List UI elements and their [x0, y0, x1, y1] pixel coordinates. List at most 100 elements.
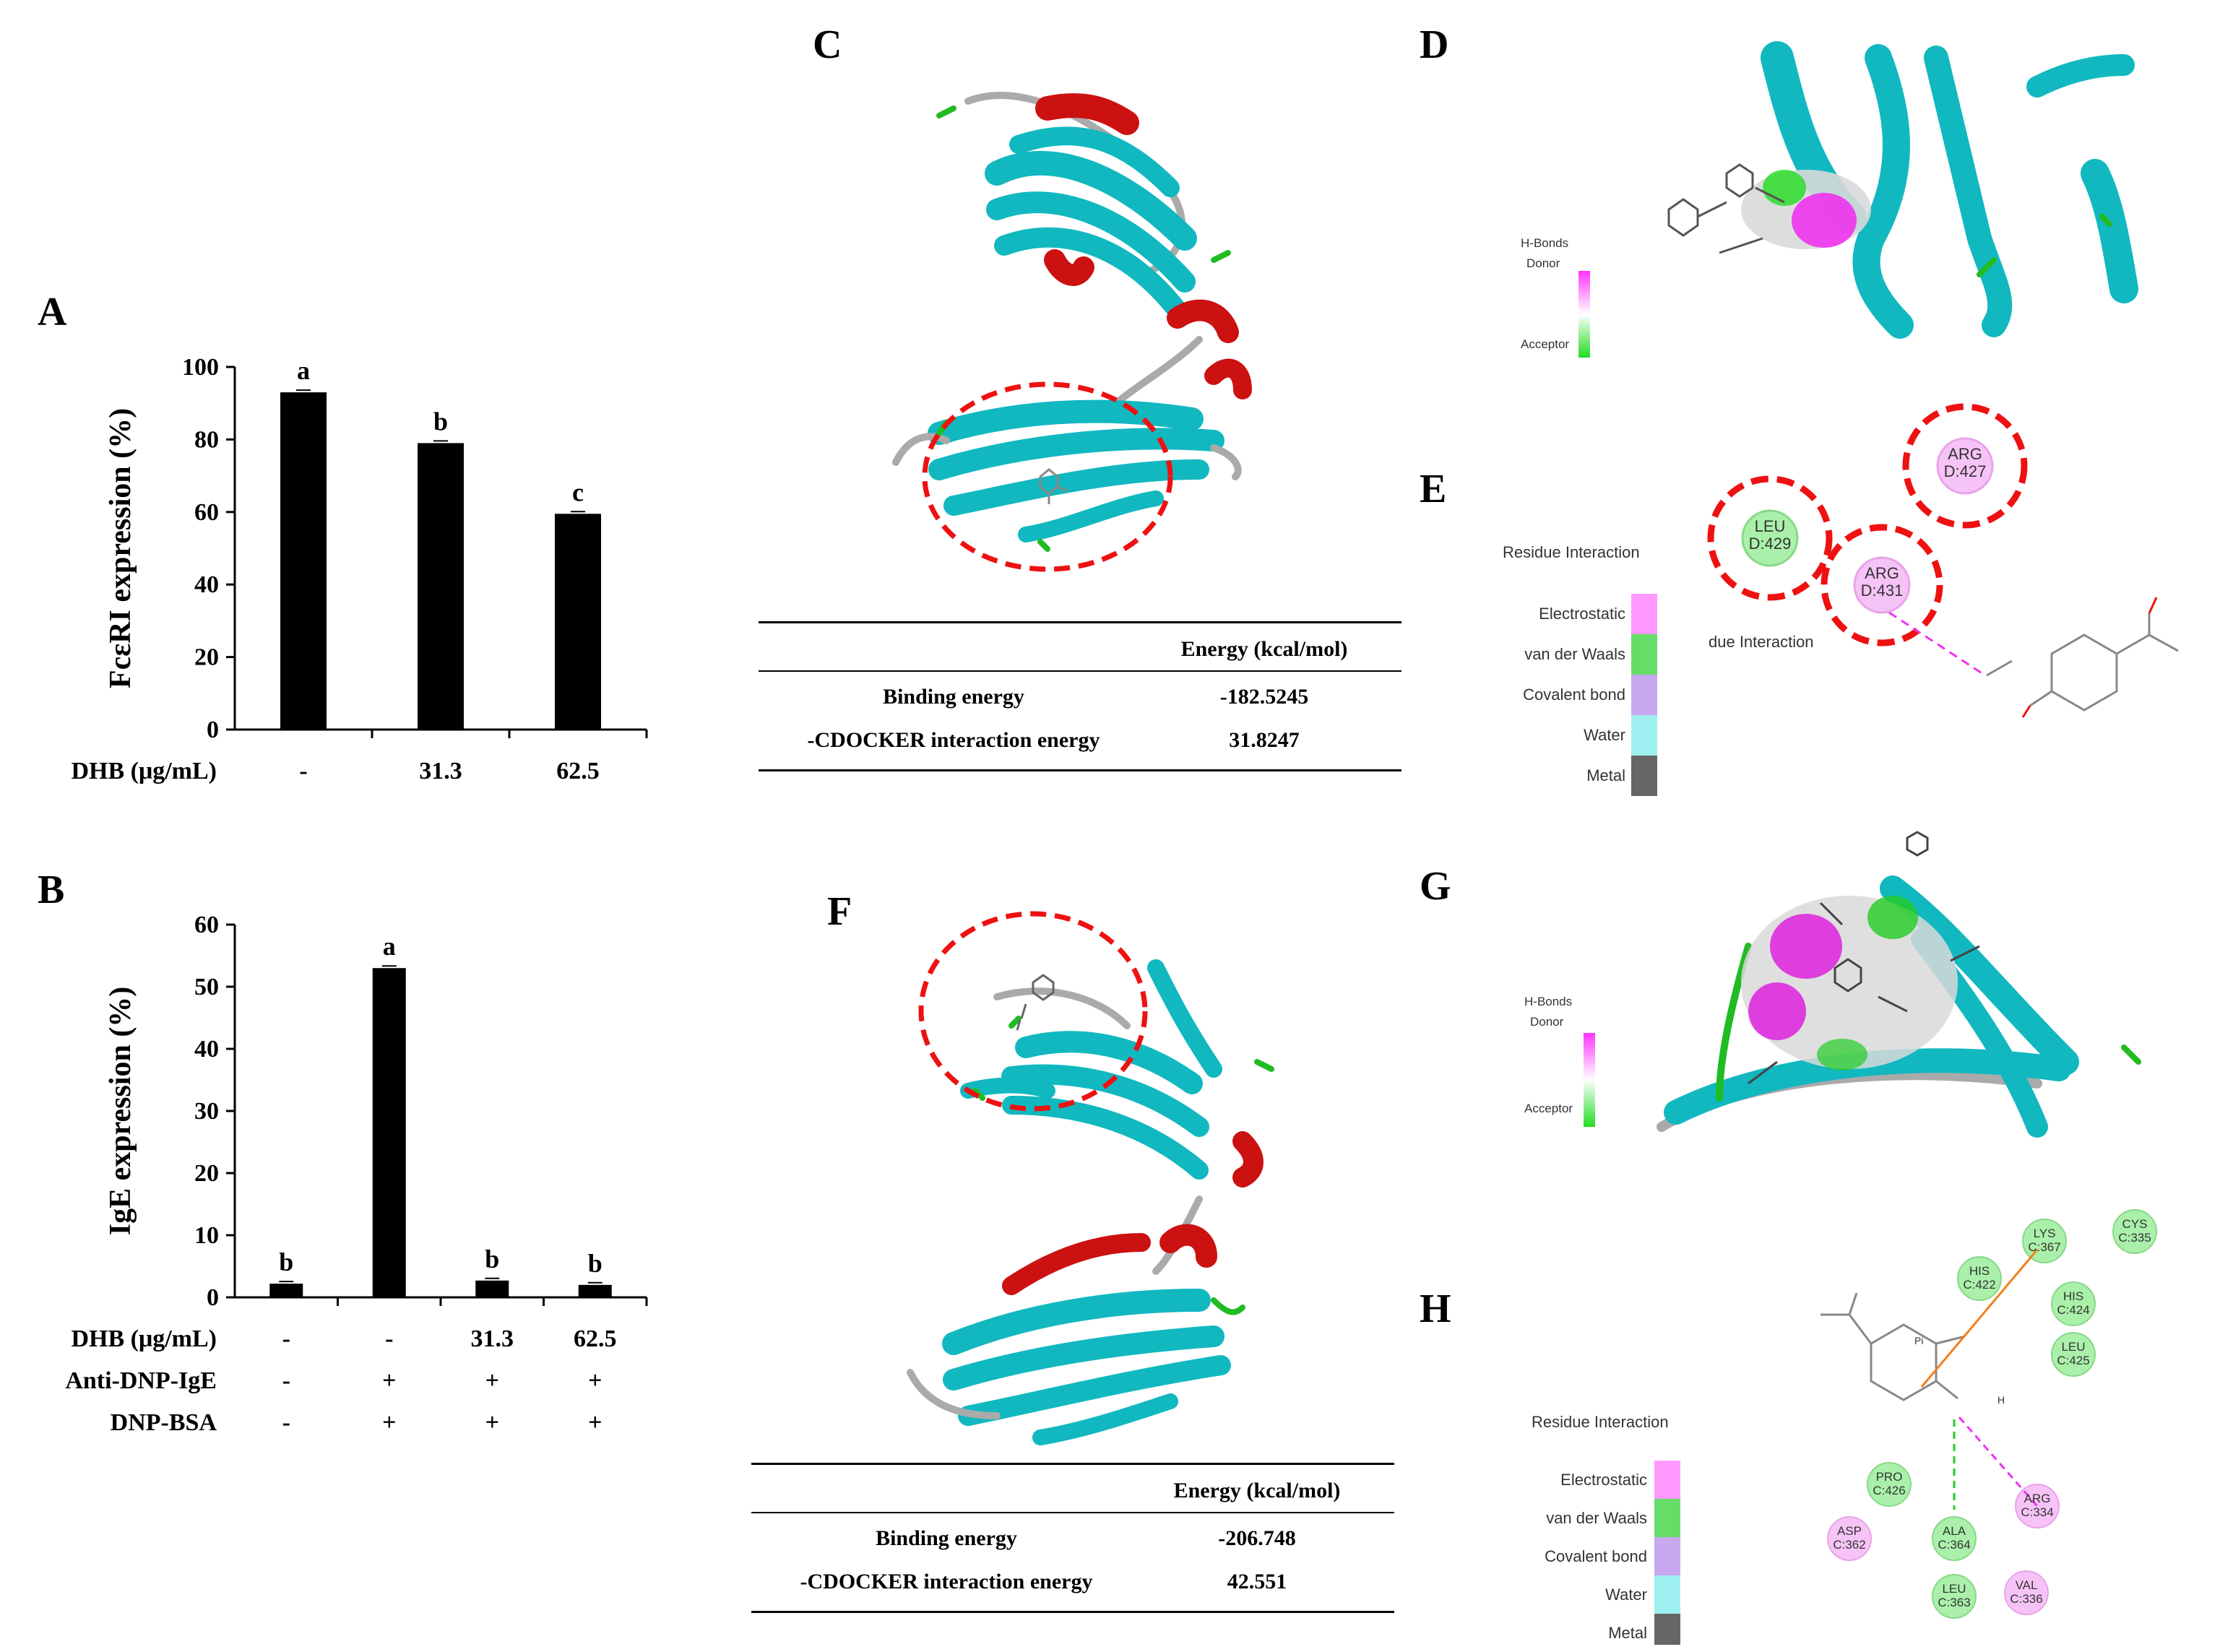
residue-id: C:334	[2021, 1505, 2054, 1519]
row-value: +	[382, 1367, 396, 1394]
panel-label-d: D	[1420, 22, 1449, 67]
hbond-legend-title: H-Bonds	[1524, 995, 1573, 1008]
residue-legend-bar-e	[1629, 592, 1658, 773]
legend-swatch	[1654, 1461, 1680, 1499]
table-row-value: 31.8247	[1229, 728, 1300, 752]
table-rule-top	[759, 621, 1401, 623]
legend-item-water: Water	[1605, 1586, 1647, 1604]
energy-table-f: Energy (kcal/mol) Binding energy -206.74…	[751, 1463, 1394, 1614]
residue-leu-d429: LEU D:429	[1741, 518, 1799, 553]
table-rule-bottom	[751, 1611, 1394, 1613]
residue-id: C:335	[2118, 1231, 2151, 1245]
table-rule-bottom	[759, 769, 1401, 771]
table-rule-mid	[759, 670, 1401, 672]
legend-item-covalent: Covalent bond	[1523, 686, 1625, 704]
table-row-label: -CDOCKER interaction energy	[807, 728, 1100, 752]
panel-label-g: G	[1420, 864, 1451, 909]
residue-name: ARG	[1948, 445, 1982, 463]
residue-legend-items-h: Electrostatic van der Waals Covalent bon…	[1524, 1461, 1647, 1652]
bar	[418, 443, 464, 730]
table-header-energy: Energy (kcal/mol)	[1180, 637, 1348, 661]
residue-legend-h: Residue Interaction	[1532, 1413, 1698, 1432]
binding-site-circle-c	[922, 381, 1173, 572]
chart-a-fceri-expression: 0 20 40 60 80 100 FcεRI expression (%) a b c DHB (…	[71, 354, 648, 784]
residue-label-his-c422: HIS C:422	[1951, 1264, 2008, 1292]
row-value: -	[282, 1367, 290, 1394]
bar	[280, 392, 327, 730]
residue-id: C:363	[1938, 1596, 1971, 1609]
legend-item-covalent: Covalent bond	[1545, 1547, 1647, 1565]
legend-swatch	[1631, 634, 1657, 675]
residue-name: LYS	[2033, 1227, 2056, 1240]
residue-e-overlay-text: due Interaction	[1709, 633, 1814, 651]
hbond-gradient-bar-g	[1584, 1033, 1595, 1127]
y-tick-label: 40	[194, 571, 219, 598]
chart-b-ige-expression: 0 10 20 30 40 50 60 IgE expression (%) b a b b DHB (…	[65, 912, 648, 1436]
row-label: DNP-BSA	[111, 1409, 217, 1436]
residue-legend-title: Residue Interaction	[1532, 1413, 1669, 1431]
legend-item-metal: Metal	[1586, 766, 1625, 784]
residue-id: D:431	[1860, 581, 1904, 600]
residue-id: C:425	[2057, 1354, 2090, 1367]
y-tick-label: 10	[194, 1222, 219, 1249]
bar	[578, 1284, 612, 1297]
hbond-legend-acceptor: Acceptor	[1521, 337, 1570, 351]
row-value: 31.3	[419, 758, 462, 784]
panel-label-h: H	[1420, 1286, 1451, 1331]
residue-label-pro-c426: PRO C:426	[1860, 1470, 1918, 1497]
hbond-legend-donor: Donor	[1526, 256, 1560, 270]
residue-legend-e: Residue Interaction	[1503, 543, 1669, 562]
table-row-label: Binding energy	[883, 685, 1024, 709]
residue-legend-swatches-e	[1631, 594, 1657, 796]
surface-view-d-bg	[1633, 51, 2124, 332]
hbond-line-e	[1888, 611, 1986, 677]
table-row-label: -CDOCKER interaction energy	[800, 1570, 1093, 1593]
legend-swatch	[1631, 756, 1657, 796]
significance-letter: b	[485, 1245, 499, 1273]
ligand-c	[1039, 468, 1068, 504]
residue-arg-d431: ARG D:431	[1853, 565, 1911, 600]
significance-letter: b	[588, 1249, 602, 1278]
residue-id: C:336	[2010, 1592, 2043, 1606]
residue-name: LEU	[1942, 1582, 1966, 1596]
residue-id: C:362	[1833, 1538, 1866, 1552]
residue-id: C:424	[2057, 1303, 2090, 1317]
hbond-legend-title: H-Bonds	[1521, 236, 1569, 250]
legend-swatch	[1654, 1537, 1680, 1575]
residue-label-leu-c363: LEU C:363	[1925, 1582, 1983, 1609]
residue-label-arg-c334: ARG C:334	[2008, 1492, 2066, 1519]
residue-name: LEU	[2061, 1340, 2086, 1354]
residue-name: ARG	[1865, 564, 1899, 582]
y-tick-label: 60	[194, 912, 219, 938]
atom-label-h: H	[1997, 1394, 2005, 1406]
y-tick-label: 0	[207, 717, 219, 743]
table-row-value: 42.551	[1227, 1570, 1287, 1593]
residue-name: PRO	[1875, 1470, 1903, 1484]
row-value: +	[588, 1367, 602, 1394]
row-value: -	[282, 1409, 290, 1436]
bar	[475, 1280, 509, 1297]
y-tick-label: 40	[194, 1036, 219, 1063]
table-row-value: -182.5245	[1219, 685, 1309, 709]
y-tick-label: 0	[207, 1284, 219, 1311]
ligand-2d-e	[1986, 613, 2179, 712]
residue-name: LEU	[1754, 517, 1786, 535]
significance-letter: c	[572, 477, 584, 506]
binding-site-circle-f	[918, 911, 1148, 1112]
protein-ribbon-f	[907, 959, 1274, 1445]
residue-name: ARG	[2023, 1492, 2051, 1505]
residue-name: HIS	[1969, 1264, 1990, 1278]
y-axis-label: FcεRI expression (%)	[104, 408, 137, 688]
residue-id: C:364	[1938, 1538, 1971, 1552]
panel-label-f: F	[827, 889, 852, 934]
row-value: +	[588, 1409, 602, 1436]
bar	[372, 968, 406, 1297]
legend-item-vdw: van der Waals	[1546, 1509, 1647, 1527]
residue-legend-swatches-h	[1654, 1461, 1680, 1645]
hbond-legend-g: H-Bonds Donor Acceptor	[1524, 995, 1573, 1116]
y-axis-label: IgE expression (%)	[104, 987, 137, 1236]
residue-label-leu-c425: LEU C:425	[2044, 1340, 2102, 1367]
residue-label-his-c424: HIS C:424	[2044, 1289, 2102, 1317]
row-value: -	[299, 758, 307, 784]
legend-swatch	[1631, 675, 1657, 715]
